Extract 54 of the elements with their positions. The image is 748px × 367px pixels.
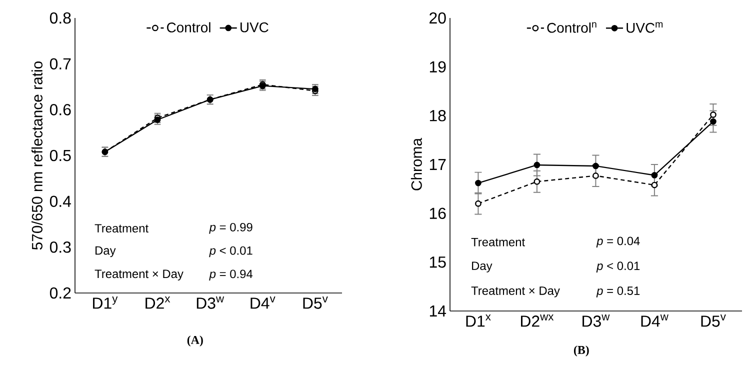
y-axis-title: Chroma [410,138,422,190]
point [475,200,482,207]
x-tick-label: D4$^{v}$ [250,296,276,309]
y-tick-label: 0.4 [50,196,72,207]
x-tick-label: D2$^{wx}$ [521,314,554,327]
legend-label: Control [167,22,210,32]
legend-label: UVC [240,22,268,32]
point [534,162,540,168]
legend-label: Control$^{n}$ [547,22,596,33]
y-tick-label: 0.7 [50,58,71,70]
annotation: p < 0.01 [596,262,640,272]
x-tick-label: D4$^{w}$ [641,314,668,327]
y-tick-label: 20 [430,12,446,24]
annotation: p = 0.51 [596,286,640,298]
x-tick-label: D5$^{v}$ [701,314,726,327]
point [592,162,599,170]
y-tick-label: 0.6 [50,104,71,116]
point [710,112,716,118]
y-tick-label: 14 [430,306,446,316]
x-tick-label: D1$^{x}$ [466,314,491,327]
annotation: Treatment × Day [471,286,560,298]
annotation: p = 0.99 [209,222,252,234]
annotation: Day [472,262,492,272]
y-tick-label: 0.8 [50,12,71,24]
annotation: p = 0.94 [209,270,253,281]
y-tick-label: 19 [430,61,446,72]
y-tick-label: 18 [430,110,446,122]
y-tick-label: 0.2 [50,287,71,299]
x-tick-label: D1$^{y}$ [93,296,118,309]
y-tick-label: 16 [430,208,446,219]
text: (B) [574,346,589,356]
x-tick-label: D2$^{x}$ [146,296,170,309]
point [710,118,716,125]
annotation: p < 0.01 [209,246,252,258]
annotation: Treatment [471,238,525,246]
point [592,172,599,179]
text: (A) [187,336,203,346]
y-tick-label: 0.3 [50,242,71,253]
annotation: Treatment × Day [94,270,184,280]
x-tick-label: D3$^{w}$ [196,296,224,309]
y-tick-label: 15 [430,256,446,268]
point [651,182,658,188]
annotation: Treatment [94,224,148,233]
point [651,172,658,178]
point [475,180,482,186]
y-axis-title: 570/650 nm reflectance ratio [32,61,42,250]
point [534,178,540,185]
annotation: p = 0.04 [596,236,640,248]
annotation: Day [96,246,116,258]
y-tick-label: 0.5 [50,150,71,162]
legend-label: UVC$^{m}$ [626,22,663,33]
x-tick-label: D3$^{w}$ [582,314,610,327]
y-tick-label: 17 [430,159,446,170]
x-tick-label: D5$^{v}$ [303,296,328,309]
